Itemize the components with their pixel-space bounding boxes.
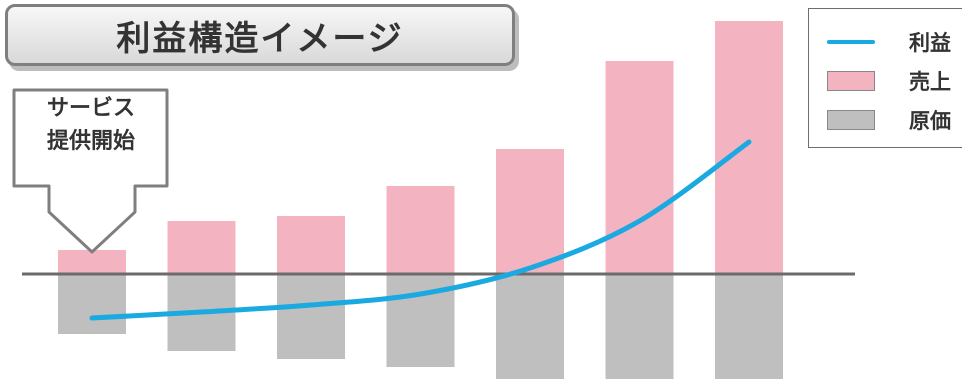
sales-bar-1 (58, 250, 126, 274)
sales-bar-6 (605, 61, 674, 274)
cost-bar-7 (715, 274, 783, 379)
callout-line-1: サービス (46, 96, 135, 121)
legend-swatch-profit (827, 40, 875, 44)
title-banner: 利益構造イメージ (5, 4, 515, 66)
cost-bar-1 (58, 274, 126, 334)
legend-item-cost: 原価 (827, 105, 951, 135)
legend-label-cost: 原価 (909, 109, 951, 133)
cost-bar-6 (605, 274, 674, 379)
service-start-callout: サービス 提供開始 (16, 92, 166, 158)
profit-line (89, 139, 752, 321)
sales-bar-7 (715, 21, 783, 274)
legend-item-sales: 売上 (827, 66, 951, 96)
legend: 利益 売上 原価 (808, 8, 962, 148)
sales-bar-3 (277, 216, 345, 274)
callout-line-2: 提供開始 (46, 129, 135, 154)
sales-bar-4 (386, 186, 455, 274)
sales-bar-5 (496, 149, 564, 274)
cost-bar-3 (277, 274, 345, 359)
legend-label-sales: 売上 (909, 70, 951, 94)
legend-item-profit: 利益 (827, 27, 951, 57)
page-title: 利益構造イメージ (116, 18, 404, 59)
callout-arrow (12, 88, 169, 254)
legend-swatch-cost (827, 110, 875, 130)
bars-layer (58, 21, 783, 379)
sales-bar-2 (167, 221, 236, 274)
cost-bar-5 (496, 274, 564, 379)
legend-label-profit: 利益 (909, 31, 951, 55)
legend-swatch-sales (827, 71, 875, 91)
